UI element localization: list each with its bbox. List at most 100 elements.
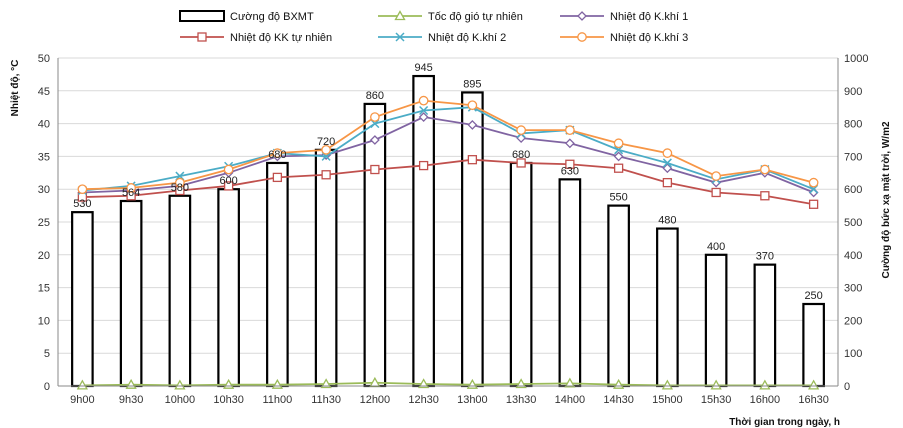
x-tick-label: 13h30 [506, 394, 537, 406]
legend-label: Tốc độ gió tự nhiên [428, 11, 523, 23]
x-tick-label: 10h00 [165, 394, 196, 406]
series-line [82, 158, 814, 206]
radiation-bar [266, 161, 289, 388]
series-point [370, 164, 380, 175]
series-point [467, 100, 478, 111]
bar-value-label: 630 [561, 165, 579, 177]
series-point [662, 163, 673, 174]
bar-value-label: 550 [609, 192, 627, 204]
legend-label: Nhiệt độ KK tự nhiên [230, 32, 332, 44]
legend-marker [395, 32, 405, 42]
series-point [662, 177, 673, 188]
legend-marker [577, 11, 587, 21]
series-point [711, 187, 721, 198]
series-point [516, 125, 526, 136]
bar-value-label: 680 [512, 149, 530, 161]
radiation-bar [656, 227, 679, 388]
y-tick-label: 20 [38, 250, 50, 262]
bar-value-label: 564 [122, 187, 140, 199]
y2-tick-label: 900 [844, 86, 862, 98]
series-point [711, 171, 721, 181]
series-point [321, 170, 331, 180]
x-tick-label: 9h00 [70, 394, 94, 406]
bar-value-label: 895 [463, 78, 481, 90]
x-axis-title: Thời gian trong ngày, h [729, 417, 840, 428]
radiation-bar [509, 161, 533, 388]
bar-value-label: 580 [171, 182, 189, 194]
y-axis-left-title: Nhiệt độ, °C [10, 60, 21, 117]
radiation-bar [558, 178, 582, 388]
tick-labels: 0510152025303540455001002003004005006007… [38, 53, 869, 406]
series-point [808, 379, 820, 390]
y2-tick-label: 700 [844, 151, 862, 163]
legend-label: Cường độ BXMT [230, 11, 314, 23]
x-tick-label: 15h30 [701, 394, 732, 406]
radiation-bar [461, 91, 484, 388]
x-tick-label: 11h00 [262, 394, 292, 406]
x-tick-label: 14h00 [555, 394, 586, 406]
series-point [126, 183, 136, 193]
y-tick-label: 35 [38, 151, 50, 163]
legend-item: Nhiệt độ KK tự nhiên [180, 32, 332, 44]
series-point [759, 379, 771, 390]
bar-value-label: 720 [317, 136, 335, 148]
x-tick-label: 13h00 [457, 394, 488, 406]
series-point [467, 119, 478, 130]
series-point [516, 158, 526, 168]
x-tick-label: 15h00 [652, 394, 683, 406]
y-tick-label: 10 [38, 315, 50, 327]
series-point [321, 144, 331, 155]
series-point [613, 151, 624, 162]
y-tick-label: 30 [38, 184, 50, 196]
radiation-bar [314, 148, 338, 388]
legend-item: Nhiệt độ K.khí 2 [378, 32, 506, 44]
y2-tick-label: 600 [844, 184, 862, 196]
series-point [564, 138, 575, 149]
series-point [418, 160, 429, 171]
x-tick-label: 14h30 [603, 394, 634, 406]
series-point [613, 138, 624, 149]
legend-item: Nhiệt độ K.khí 1 [560, 11, 688, 23]
radiation-bar [704, 253, 728, 388]
legend-label: Nhiệt độ K.khí 1 [610, 11, 688, 23]
legend-item: Cường độ BXMT [179, 10, 314, 23]
series-point [418, 95, 429, 106]
series-point [175, 177, 185, 188]
y2-tick-label: 300 [844, 283, 862, 295]
radiation-bar [71, 211, 94, 388]
x-tick-label: 16h30 [798, 394, 829, 406]
y-tick-label: 0 [44, 381, 50, 393]
series-point [223, 164, 234, 175]
bar-value-label: 370 [756, 251, 774, 263]
bar-value-label: 400 [707, 241, 725, 253]
y-tick-label: 50 [38, 53, 50, 65]
legend-label: Nhiệt độ K.khí 3 [610, 32, 688, 44]
series-point [467, 155, 478, 165]
legend-label: Nhiệt độ K.khí 2 [428, 32, 506, 44]
legend-item: Tốc độ gió tự nhiên [378, 10, 523, 23]
y2-tick-label: 800 [844, 119, 862, 131]
series-point [370, 112, 380, 122]
radiation-bar [168, 194, 192, 388]
y-tick-label: 5 [44, 348, 50, 360]
legend-marker [394, 10, 406, 21]
legend-item: Nhiệt độ K.khí 3 [560, 32, 688, 44]
y-tick-label: 15 [38, 283, 50, 295]
x-tick-label: 16h00 [750, 394, 781, 406]
y-axis-right-title: Cường độ bức xạ mặt trời, W/m2 [881, 121, 892, 278]
y2-tick-label: 100 [844, 348, 862, 360]
y-tick-label: 25 [38, 217, 50, 229]
x-tick-label: 12h00 [360, 394, 391, 406]
series-point [369, 135, 380, 145]
legend-swatch [179, 10, 225, 22]
series-point [272, 172, 283, 183]
series-point [565, 159, 575, 169]
series-point [760, 164, 770, 175]
y2-tick-label: 1000 [844, 53, 868, 65]
series-point [808, 177, 819, 188]
legend-marker [197, 32, 207, 42]
series-point [174, 379, 186, 390]
y2-tick-label: 500 [844, 217, 862, 229]
bar-value-label: 480 [658, 215, 676, 227]
y2-tick-label: 400 [844, 250, 862, 262]
